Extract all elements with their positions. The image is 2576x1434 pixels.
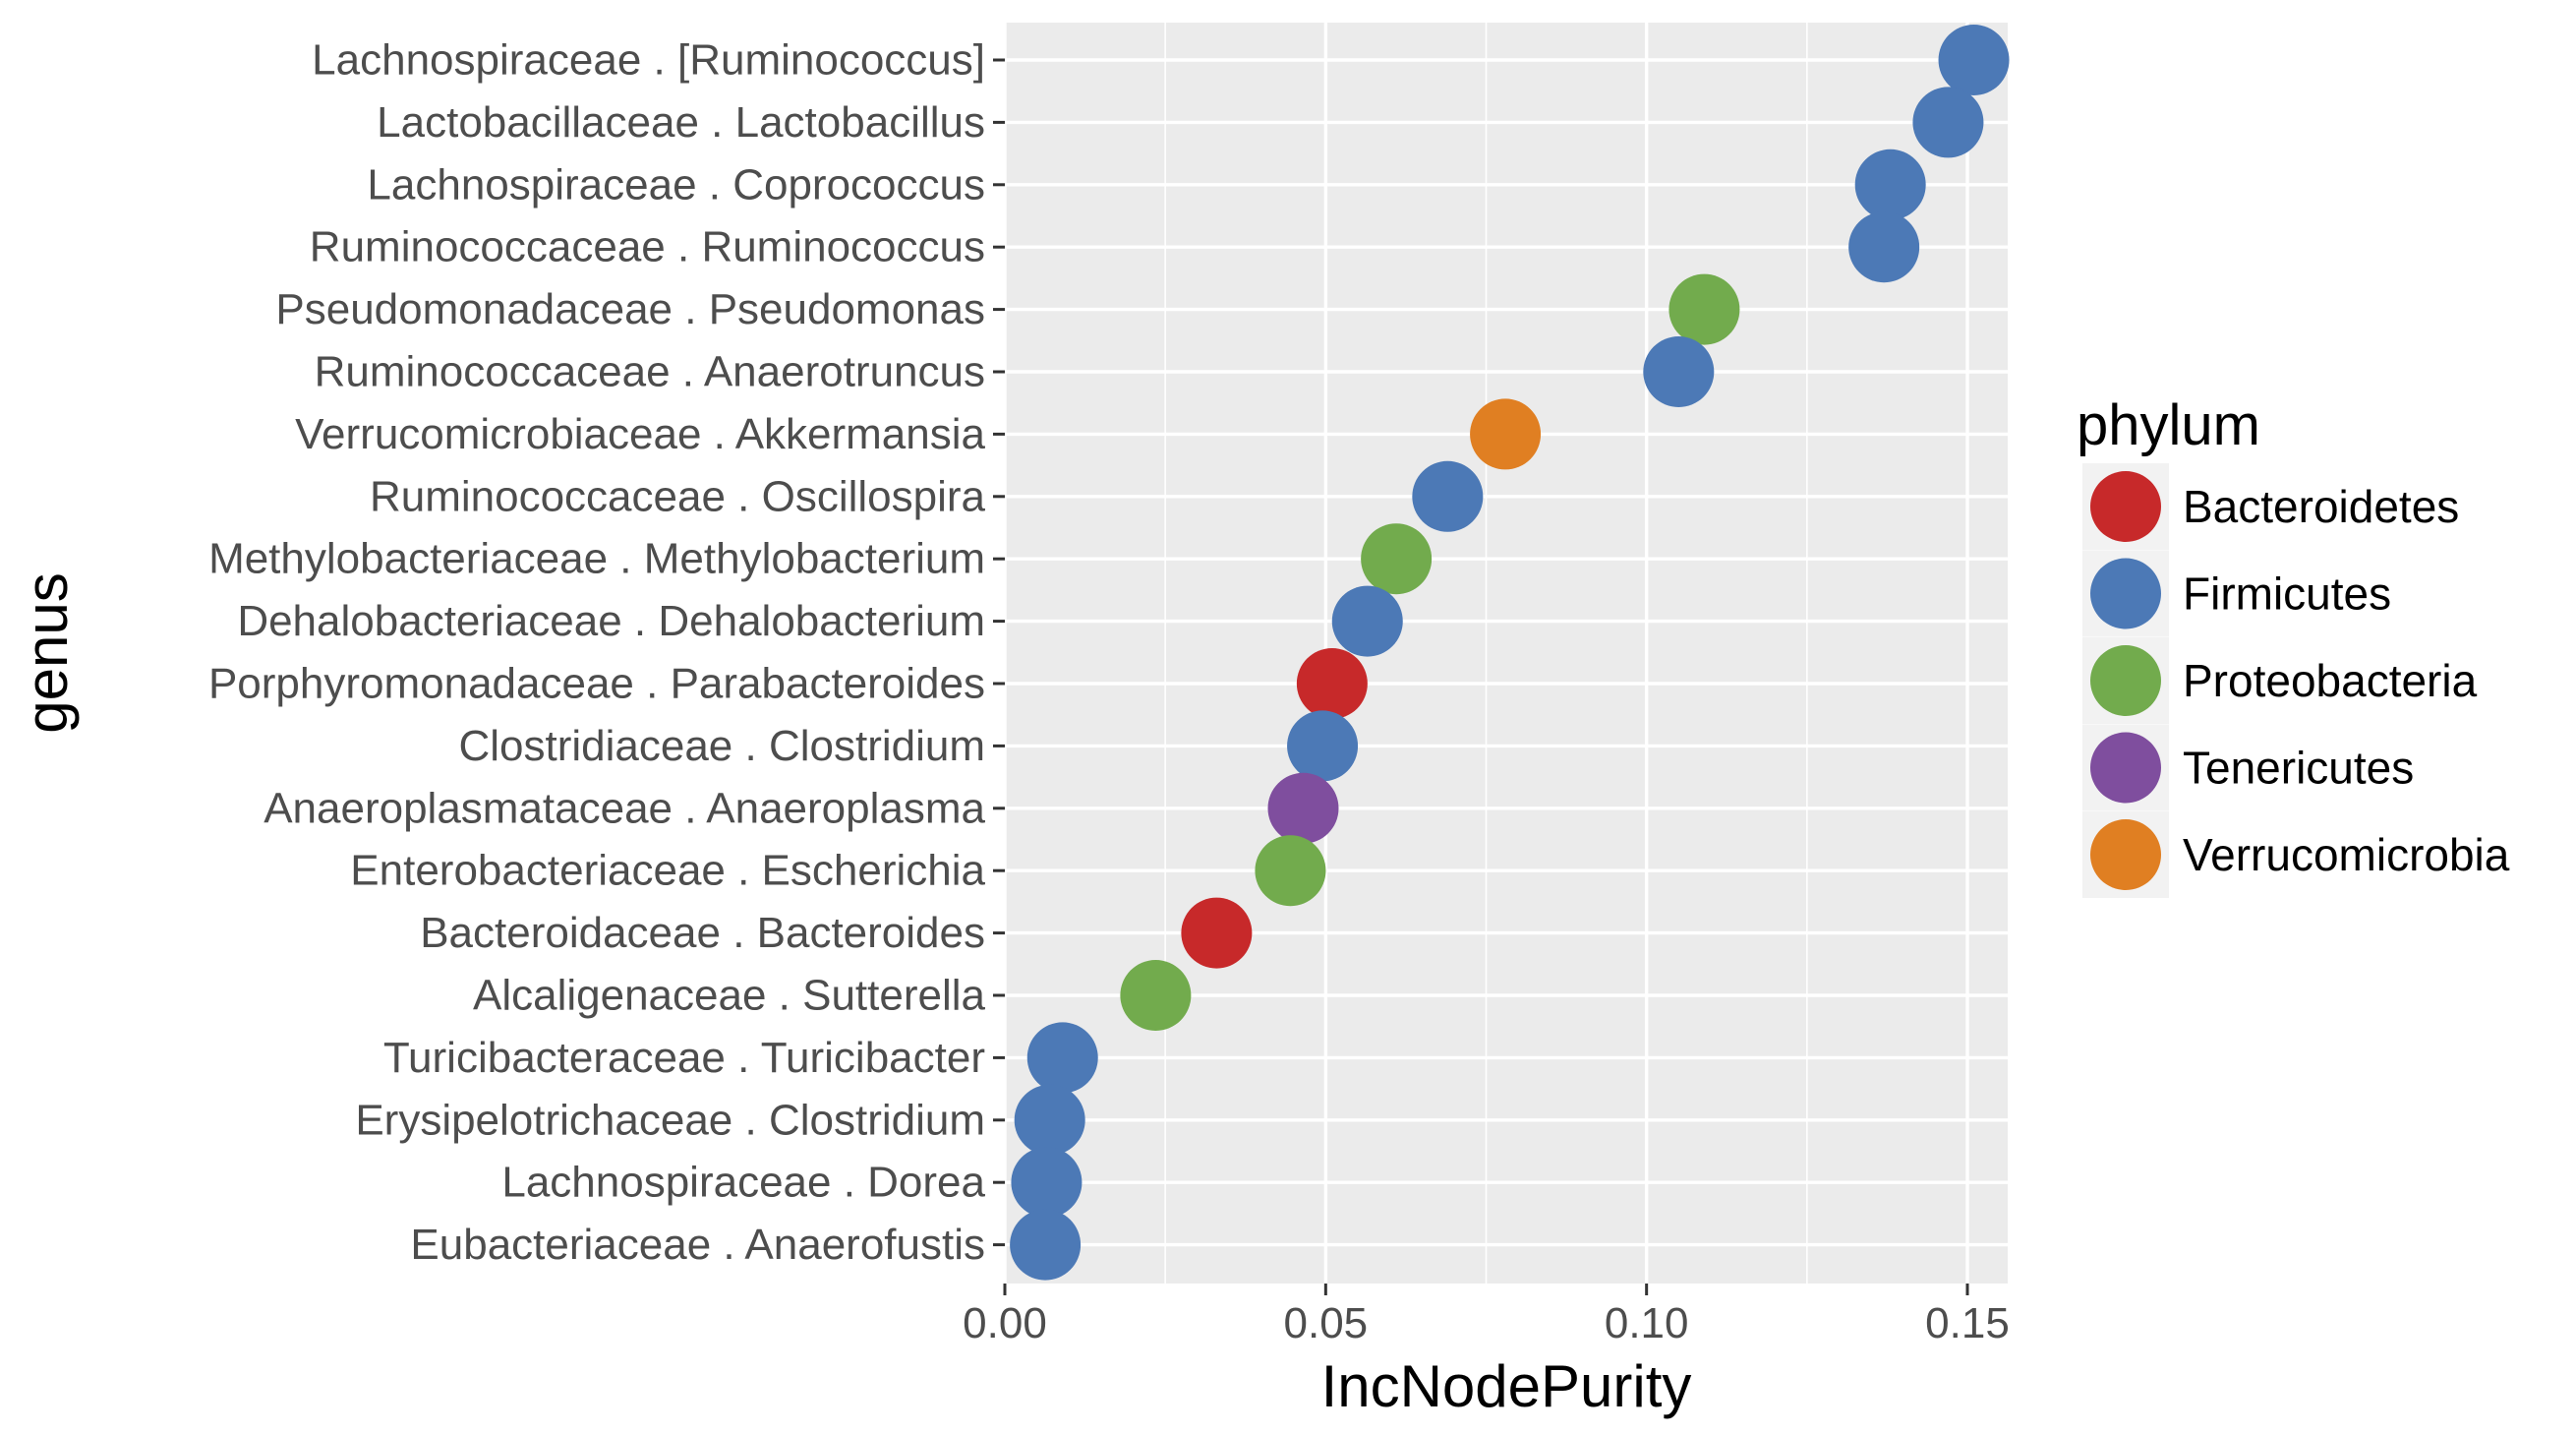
- x-axis-title: IncNodePurity: [1321, 1353, 1692, 1419]
- y-tick-label-lachnospiraceae-ruminococcus: Lachnospiraceae . [Ruminococcus]: [312, 36, 985, 85]
- y-tick-label-erysipelotrichaceae-clostridium: Erysipelotrichaceae . Clostridium: [355, 1096, 985, 1144]
- data-point-porphyromonadaceae-parabacteroides: [1296, 648, 1368, 719]
- plot-panel: [1005, 23, 2008, 1284]
- y-tick-label-clostridiaceae-clostridium: Clostridiaceae . Clostridium: [458, 722, 985, 770]
- x-axis: 0.00 0.05 0.10 0.15: [963, 1284, 2010, 1347]
- data-point-clostridiaceae-clostridium: [1287, 710, 1359, 782]
- y-tick-label-pseudomonadaceae-pseudomonas: Pseudomonadaceae . Pseudomonas: [275, 285, 985, 333]
- legend-title: phylum: [2077, 393, 2260, 457]
- y-tick-label-methylobacteriaceae-methylobacterium: Methylobacteriaceae . Methylobacterium: [208, 535, 985, 583]
- legend: phylum Bacteroidetes Firmicutes Proteobact…: [2077, 393, 2510, 898]
- y-tick-label-anaeroplasmataceae-anaeroplasma: Anaeroplasmataceae . Anaeroplasma: [263, 784, 985, 832]
- data-point-dehalobacteriaceae-dehalobacterium: [1331, 585, 1403, 657]
- y-axis: Lachnospiraceae . [Ruminococcus] Lactobac…: [208, 36, 1005, 1269]
- y-tick-label-dehalobacteriaceae-dehalobacterium: Dehalobacteriaceae . Dehalobacterium: [237, 597, 985, 645]
- legend-label-bacteroidetes: Bacteroidetes: [2183, 481, 2459, 532]
- data-point-erysipelotrichaceae-clostridium: [1014, 1084, 1085, 1156]
- y-tick-label-ruminococcaceae-ruminococcus: Ruminococcaceae . Ruminococcus: [310, 223, 985, 271]
- data-point-lachnospiraceae-coprococcus: [1854, 149, 1926, 220]
- data-point-pseudomonadaceae-pseudomonas: [1669, 273, 1740, 345]
- legend-swatch-firmicutes: [2090, 558, 2161, 629]
- data-point-alcaligenaceae-sutterella: [1120, 960, 1192, 1031]
- y-tick-label-verrucomicrobiaceae-akkermansia: Verrucomicrobiaceae . Akkermansia: [295, 410, 985, 458]
- data-point-enterobacteriaceae-escherichia: [1255, 835, 1326, 907]
- legend-swatch-tenericutes: [2090, 732, 2161, 804]
- x-tick-label: 0.10: [1605, 1299, 1689, 1347]
- minor-gridlines: [1164, 23, 1808, 1284]
- legend-label-verrucomicrobia: Verrucomicrobia: [2183, 829, 2510, 880]
- legend-swatch-proteobacteria: [2090, 645, 2161, 716]
- x-tick-label: 0.05: [1284, 1299, 1369, 1347]
- y-tick-label-bacteroidaceae-bacteroides: Bacteroidaceae . Bacteroides: [420, 909, 985, 957]
- legend-label-tenericutes: Tenericutes: [2183, 743, 2414, 794]
- y-tick-label-enterobacteriaceae-escherichia: Enterobacteriaceae . Escherichia: [350, 847, 985, 895]
- data-point-lachnospiraceae-dorea: [1011, 1147, 1083, 1219]
- y-tick-label-lachnospiraceae-dorea: Lachnospiraceae . Dorea: [501, 1159, 985, 1207]
- y-tick-label-ruminococcaceae-anaerotruncus: Ruminococcaceae . Anaerotruncus: [315, 348, 985, 396]
- data-point-bacteroidaceae-bacteroides: [1181, 897, 1253, 969]
- data-point-lachnospiraceae-ruminococcus: [1938, 25, 2010, 95]
- data-point-ruminococcaceae-ruminococcus: [1848, 211, 1920, 283]
- legend-label-firmicutes: Firmicutes: [2183, 568, 2391, 620]
- data-point-methylobacteriaceae-methylobacterium: [1361, 523, 1433, 595]
- y-tick-label-ruminococcaceae-oscillospira: Ruminococcaceae . Oscillospira: [370, 472, 986, 520]
- x-tick-label: 0.00: [963, 1299, 1047, 1347]
- legend-label-proteobacteria: Proteobacteria: [2183, 655, 2478, 706]
- y-tick-label-turicibacteraceae-turicibacter: Turicibacteraceae . Turicibacter: [383, 1034, 985, 1082]
- data-point-ruminococcaceae-oscillospira: [1412, 460, 1484, 532]
- y-tick-label-eubacteriaceae-anaerofustis: Eubacteriaceae . Anaerofustis: [410, 1221, 985, 1269]
- y-tick-label-alcaligenaceae-sutterella: Alcaligenaceae . Sutterella: [473, 972, 986, 1020]
- data-point-ruminococcaceae-anaerotruncus: [1643, 336, 1715, 407]
- y-tick-label-lactobacillaceae-lactobacillus: Lactobacillaceae . Lactobacillus: [377, 98, 985, 147]
- data-point-turicibacteraceae-turicibacter: [1026, 1022, 1098, 1094]
- x-tick-label: 0.15: [1925, 1299, 2010, 1347]
- data-point-lactobacillaceae-lactobacillus: [1912, 87, 1984, 158]
- data-point-anaeroplasmataceae-anaeroplasma: [1267, 772, 1339, 844]
- data-point-eubacteriaceae-anaerofustis: [1010, 1209, 1082, 1281]
- data-point-verrucomicrobiaceae-akkermansia: [1470, 398, 1542, 470]
- y-tick-label-porphyromonadaceae-parabacteroides: Porphyromonadaceae . Parabacteroides: [208, 660, 985, 708]
- y-tick-label-lachnospiraceae-coprococcus: Lachnospiraceae . Coprococcus: [367, 160, 985, 209]
- legend-swatch-bacteroidetes: [2090, 471, 2161, 542]
- y-axis-title: genus: [14, 572, 80, 733]
- legend-swatch-verrucomicrobia: [2090, 819, 2161, 890]
- data-points: [1010, 25, 2010, 1281]
